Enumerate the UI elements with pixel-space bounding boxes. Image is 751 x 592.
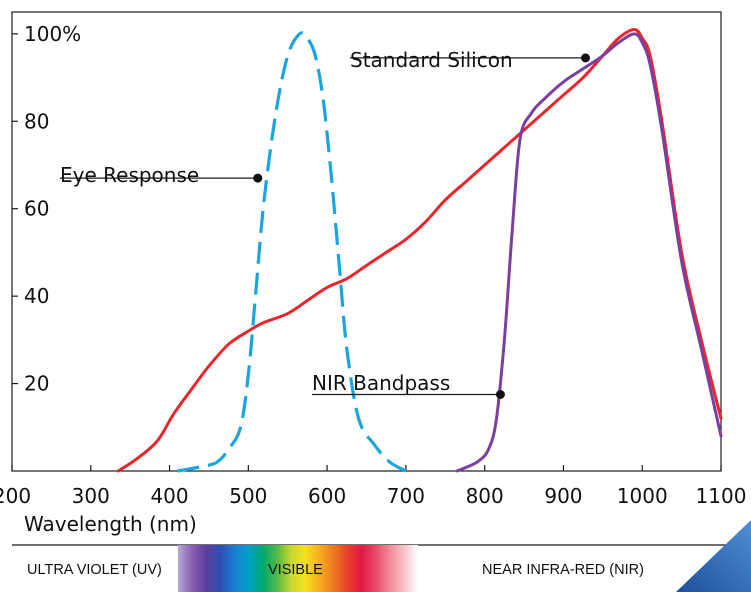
y-axis: 100% 80 60 40 20: [12, 22, 81, 396]
standard-silicon-label: Standard Silicon: [350, 48, 513, 72]
y-tick-label: 60: [24, 197, 49, 221]
nir-bandpass-marker: [495, 390, 505, 399]
nir-label: NEAR INFRA-RED (NIR): [482, 562, 644, 578]
standard-silicon-line: [116, 28, 723, 473]
x-tick-label: 300: [72, 484, 110, 508]
y-tick-label: 20: [24, 372, 49, 396]
corner-logo-mark: [676, 520, 751, 592]
x-tick-label: 400: [150, 484, 188, 508]
visible-label: VISIBLE: [268, 562, 323, 578]
x-tick-label: 1000: [617, 484, 668, 508]
visible-spectrum-bar: [178, 545, 418, 592]
annotations: Standard Silicon Eye Response NIR Bandpass: [60, 48, 591, 399]
nir-bandpass-label: NIR Bandpass: [312, 371, 450, 395]
x-axis: 200 300 400 500 600 700 800 900 1000 1100: [0, 465, 746, 508]
x-tick-label: 200: [0, 484, 31, 508]
x-tick-label: 700: [387, 484, 425, 508]
x-tick-label: 800: [466, 484, 504, 508]
y-tick-label: 80: [24, 109, 49, 133]
uv-label: ULTRA VIOLET (UV): [27, 562, 162, 578]
x-tick-label: 900: [544, 484, 582, 508]
spectrum-band: ULTRA VIOLET (UV) VISIBLE NEAR INFRA-RED…: [12, 520, 751, 592]
x-tick-label: 1100: [696, 484, 747, 508]
y-tick-label: 100%: [24, 22, 81, 46]
x-tick-label: 500: [229, 484, 267, 508]
x-tick-label: 600: [308, 484, 346, 508]
x-axis-label: Wavelength (nm): [24, 512, 197, 536]
eye-response-label: Eye Response: [60, 163, 199, 187]
plot-area: [11, 11, 722, 472]
eye-response-line: [177, 31, 407, 473]
y-tick-label: 40: [24, 284, 49, 308]
standard-silicon-marker: [581, 53, 591, 63]
eye-response-marker: [253, 173, 263, 183]
